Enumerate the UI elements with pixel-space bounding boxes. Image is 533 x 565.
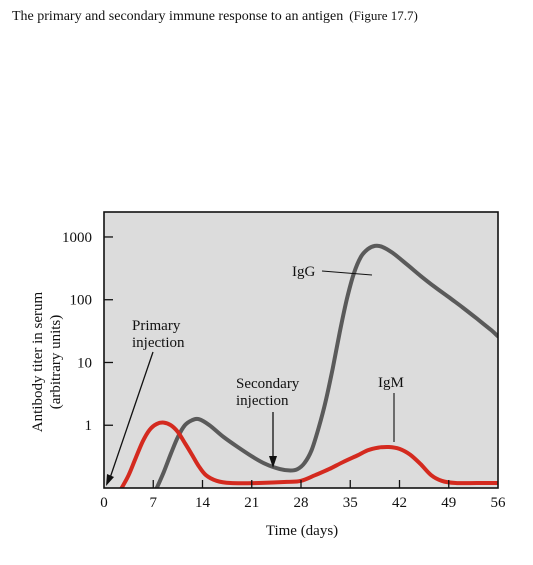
primary-injection-arrowhead — [106, 474, 114, 486]
x-tick-label: 0 — [100, 495, 108, 511]
x-tick-label: 14 — [195, 495, 211, 511]
x-tick-label: 42 — [392, 495, 407, 511]
x-tick-label: 49 — [441, 495, 456, 511]
page-header: The primary and secondary immune respons… — [12, 8, 418, 25]
igg-leader-line — [321, 270, 373, 276]
primary-injection-arrow-shaft — [109, 351, 154, 479]
x-tick-label: 7 — [150, 495, 158, 511]
x-tick-label: 28 — [294, 495, 309, 511]
annotation-secondary-line2: injection — [236, 393, 289, 409]
page-title: The primary and secondary immune respons… — [12, 9, 344, 24]
axis-ticks: 0 7 14 21 28 35 42 49 56 1 10 100 1000 — [62, 230, 506, 511]
y-axis-label: Antibody titer in serum — [30, 291, 46, 432]
secondary-injection-arrowhead — [269, 456, 277, 468]
y-tick-label: 1 — [85, 418, 93, 434]
series-layer — [119, 243, 498, 488]
igm-label: IgM — [378, 375, 404, 391]
plot-background — [104, 212, 498, 488]
y-tick-label: 100 — [70, 293, 93, 309]
x-tick-label: 35 — [343, 495, 358, 511]
annotation-primary-line1: Primary — [132, 318, 181, 334]
y-tick-label: 1000 — [62, 230, 92, 246]
y-tick-label: 10 — [77, 355, 92, 371]
y-axis-sublabel: (arbitrary units) — [48, 315, 64, 410]
x-tick-label: 56 — [491, 495, 507, 511]
igg-label: IgG — [292, 264, 315, 280]
series-igm-line — [119, 420, 498, 488]
figure-reference: (Figure 17.7) — [349, 8, 418, 23]
x-tick-label: 21 — [244, 495, 259, 511]
x-axis-label: Time (days) — [266, 523, 338, 539]
annotation-primary-line2: injection — [132, 335, 185, 351]
annotation-secondary-line1: Secondary — [236, 376, 300, 392]
series-igg-line — [154, 243, 498, 488]
